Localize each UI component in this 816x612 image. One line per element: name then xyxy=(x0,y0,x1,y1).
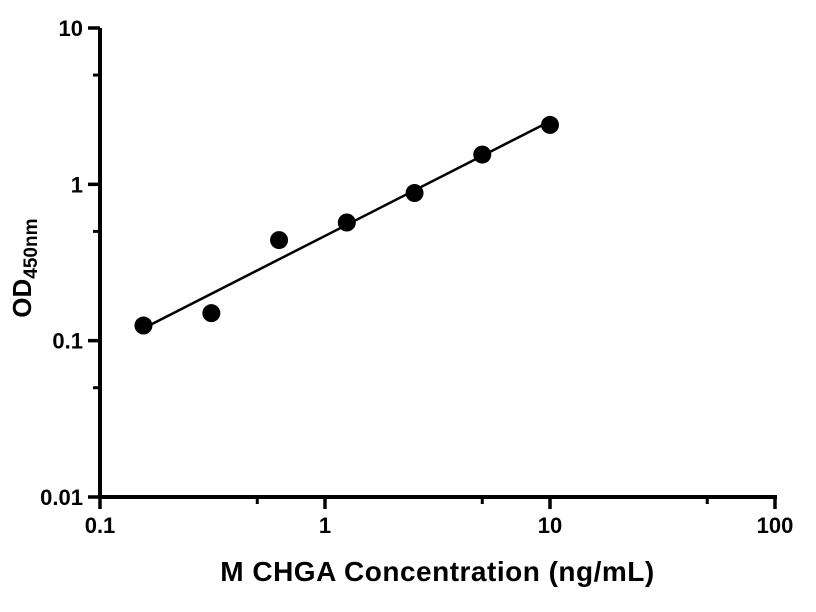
y-tick-label: 0.01 xyxy=(40,485,83,510)
data-point xyxy=(270,231,289,250)
data-point xyxy=(405,184,424,203)
y-axis-label-base: OD xyxy=(6,278,37,318)
data-point xyxy=(541,115,559,134)
data-point xyxy=(202,304,221,323)
data-point xyxy=(134,316,153,335)
data-point xyxy=(337,213,356,232)
x-tick-label: 1 xyxy=(319,513,331,538)
x-tick-label: 10 xyxy=(538,513,562,538)
y-axis-label: OD450nm xyxy=(7,68,43,468)
y-tick-label: 1 xyxy=(71,172,83,197)
y-tick-label: 10 xyxy=(59,16,83,41)
x-tick-label: 100 xyxy=(757,513,794,538)
x-tick-label: 0.1 xyxy=(85,513,116,538)
x-axis-label: M CHGA Concentration (ng/mL) xyxy=(220,556,655,587)
data-point xyxy=(473,145,492,164)
y-axis-label-subscript: 450nm xyxy=(21,218,43,279)
y-tick-label: 0.1 xyxy=(52,329,83,354)
